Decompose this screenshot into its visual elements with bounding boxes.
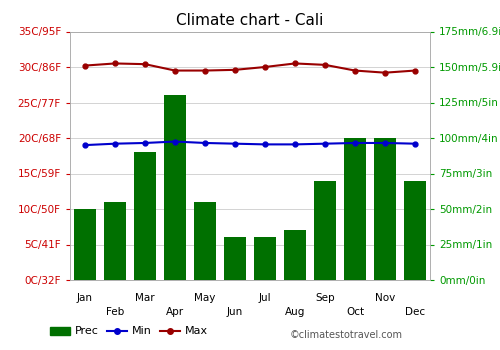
Text: Nov: Nov <box>375 293 395 303</box>
Bar <box>254 237 276 280</box>
Bar <box>74 209 96 280</box>
Text: May: May <box>194 293 216 303</box>
Text: Jun: Jun <box>227 307 243 317</box>
Text: ©climatestotravel.com: ©climatestotravel.com <box>290 329 403 340</box>
Bar <box>224 237 246 280</box>
Text: Sep: Sep <box>315 293 335 303</box>
Title: Climate chart - Cali: Climate chart - Cali <box>176 13 324 28</box>
Bar <box>344 138 366 280</box>
Text: Jan: Jan <box>77 293 93 303</box>
Bar <box>374 138 396 280</box>
Bar <box>164 96 186 280</box>
Text: Feb: Feb <box>106 307 124 317</box>
Text: Dec: Dec <box>405 307 425 317</box>
Text: Oct: Oct <box>346 307 364 317</box>
Bar <box>134 152 156 280</box>
Bar <box>284 230 306 280</box>
Bar <box>194 202 216 280</box>
Bar <box>404 181 426 280</box>
Text: Jul: Jul <box>258 293 272 303</box>
Bar <box>104 202 126 280</box>
Legend: Prec, Min, Max: Prec, Min, Max <box>46 322 212 341</box>
Bar <box>314 181 336 280</box>
Text: Mar: Mar <box>135 293 155 303</box>
Text: Aug: Aug <box>285 307 305 317</box>
Text: Apr: Apr <box>166 307 184 317</box>
